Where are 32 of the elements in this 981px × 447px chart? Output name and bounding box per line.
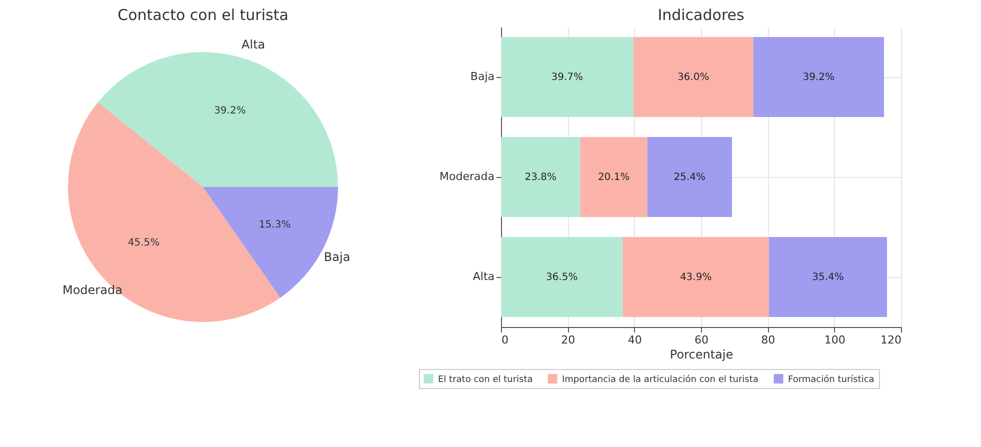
legend-label: El trato con el turista xyxy=(438,374,533,385)
x-tick-label: 20 xyxy=(561,334,576,346)
slice-label: Baja xyxy=(324,250,350,264)
pie-slice xyxy=(98,52,338,187)
chart-title: Contacto con el turista xyxy=(118,6,288,24)
chart-title: Indicadores xyxy=(658,6,745,24)
y-tick-label: Moderada xyxy=(440,170,494,183)
x-axis-title: Porcentaje xyxy=(670,348,734,362)
x-tick-label: 100 xyxy=(824,334,846,346)
slice-label: Moderada xyxy=(62,283,122,298)
data-label: 43.9% xyxy=(680,272,712,283)
data-label: 36.0% xyxy=(677,72,710,83)
x-tick-label: 80 xyxy=(761,334,776,346)
legend-label: Formación turística xyxy=(788,374,874,385)
x-tick-label: 60 xyxy=(694,334,708,346)
y-tick-label: Baja xyxy=(470,70,494,83)
data-label: 39.2% xyxy=(214,106,246,117)
legend-label: Importancia de la articulación con el turista xyxy=(562,374,758,385)
x-tick-label: 120 xyxy=(880,334,902,346)
data-label: 20.1% xyxy=(598,172,630,183)
data-label: 36.5% xyxy=(546,272,578,283)
slice-label: Alta xyxy=(242,37,266,52)
data-label: 45.5% xyxy=(128,237,160,248)
data-label: 39.7% xyxy=(551,72,584,83)
data-label: 39.2% xyxy=(802,72,835,83)
x-tick-label: 40 xyxy=(628,334,642,346)
data-label: 25.4% xyxy=(674,172,706,183)
y-tick-label: Alta xyxy=(472,270,494,283)
data-label: 23.8% xyxy=(524,172,557,183)
data-label: 15.3% xyxy=(258,219,291,230)
x-tick-label: 0 xyxy=(502,334,508,346)
data-label: 35.4% xyxy=(812,272,844,283)
